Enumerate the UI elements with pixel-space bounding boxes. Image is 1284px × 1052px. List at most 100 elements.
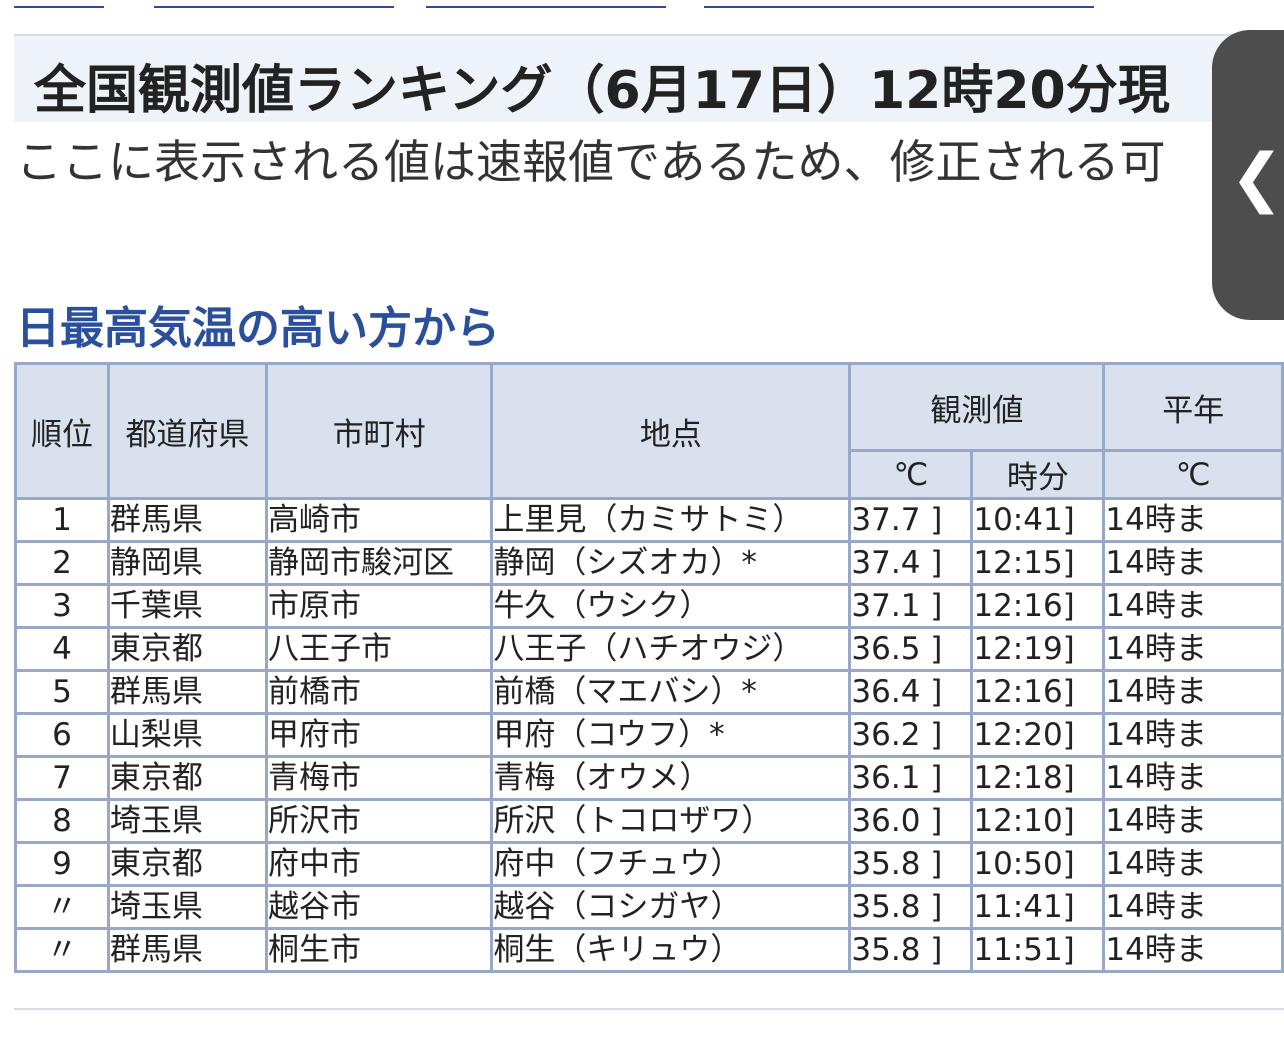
normal-cell: 14時ま bbox=[1102, 755, 1284, 801]
time-cell: 11:41] bbox=[970, 884, 1106, 930]
breadcrumb-link[interactable] bbox=[426, 0, 666, 8]
table-row: 8 埼玉県 所沢市 所沢（トコロザワ） 36.0 ] 12:10] 14時ま bbox=[14, 798, 1284, 844]
prefecture-cell: 埼玉県 bbox=[106, 884, 268, 930]
time-cell: 12:10] bbox=[970, 798, 1106, 844]
rank-cell: 5 bbox=[14, 669, 110, 715]
prefecture-cell: 群馬県 bbox=[106, 669, 268, 715]
normal-cell: 14時ま bbox=[1102, 669, 1284, 715]
time-cell: 10:50] bbox=[970, 841, 1106, 887]
prefecture-cell: 千葉県 bbox=[106, 583, 268, 629]
breadcrumb bbox=[14, 0, 1274, 8]
temperature-cell: 37.1 ] bbox=[848, 583, 974, 629]
breadcrumb-link[interactable] bbox=[704, 0, 1094, 8]
header-normal: 平年 bbox=[1102, 362, 1284, 452]
table-row: 1 群馬県 高崎市 上里見（カミサトミ） 37.7 ] 10:41] 14時ま bbox=[14, 497, 1284, 543]
point-cell: 牛久（ウシク） bbox=[490, 583, 852, 629]
temperature-cell: 35.8 ] bbox=[848, 841, 974, 887]
temperature-cell: 36.0 ] bbox=[848, 798, 974, 844]
point-cell: 越谷（コシガヤ） bbox=[490, 884, 852, 930]
ranking-table: 順位 都道府県 市町村 地点 観測値 平年 ℃ 時分 ℃ 1 群馬県 高崎市 上里見（… bbox=[14, 362, 1284, 973]
table-row: 3 千葉県 市原市 牛久（ウシク） 37.1 ] 12:16] 14時ま bbox=[14, 583, 1284, 629]
temperature-cell: 37.7 ] bbox=[848, 497, 974, 543]
time-cell: 12:16] bbox=[970, 669, 1106, 715]
prefecture-cell: 東京都 bbox=[106, 841, 268, 887]
point-cell: 青梅（オウメ） bbox=[490, 755, 852, 801]
temperature-cell: 36.2 ] bbox=[848, 712, 974, 758]
city-cell: 市原市 bbox=[264, 583, 494, 629]
city-cell: 府中市 bbox=[264, 841, 494, 887]
time-cell: 12:20] bbox=[970, 712, 1106, 758]
temperature-cell: 35.8 ] bbox=[848, 884, 974, 930]
rank-cell: 〃 bbox=[14, 927, 110, 973]
rank-cell: 9 bbox=[14, 841, 110, 887]
normal-cell: 14時ま bbox=[1102, 841, 1284, 887]
table-row: 5 群馬県 前橋市 前橋（マエバシ）* 36.4 ] 12:16] 14時ま bbox=[14, 669, 1284, 715]
header-unit-celsius: ℃ bbox=[848, 449, 974, 500]
header-unit-time: 時分 bbox=[970, 449, 1106, 500]
city-cell: 桐生市 bbox=[264, 927, 494, 973]
header-rank: 順位 bbox=[14, 362, 110, 500]
rank-cell: 4 bbox=[14, 626, 110, 672]
point-cell: 静岡（シズオカ）* bbox=[490, 540, 852, 586]
point-cell: 府中（フチュウ） bbox=[490, 841, 852, 887]
time-cell: 11:51] bbox=[970, 927, 1106, 973]
table-row: 〃群馬県 桐生市 桐生（キリュウ） 35.8 ] 11:51] 14時ま bbox=[14, 927, 1284, 973]
prefecture-cell: 埼玉県 bbox=[106, 798, 268, 844]
prefecture-cell: 東京都 bbox=[106, 755, 268, 801]
city-cell: 静岡市駿河区 bbox=[264, 540, 494, 586]
point-cell: 八王子（ハチオウジ） bbox=[490, 626, 852, 672]
table-row: 9 東京都 府中市 府中（フチュウ） 35.8 ] 10:50] 14時ま bbox=[14, 841, 1284, 887]
rank-cell: 7 bbox=[14, 755, 110, 801]
table-row: 7 東京都 青梅市 青梅（オウメ） 36.1 ] 12:18] 14時ま bbox=[14, 755, 1284, 801]
prefecture-cell: 東京都 bbox=[106, 626, 268, 672]
ranking-table-container: 順位 都道府県 市町村 地点 観測値 平年 ℃ 時分 ℃ 1 群馬県 高崎市 上里見（… bbox=[14, 362, 1284, 1012]
table-row: 2 静岡県 静岡市駿河区 静岡（シズオカ）* 37.4 ] 12:15] 14時ま bbox=[14, 540, 1284, 586]
city-cell: 八王子市 bbox=[264, 626, 494, 672]
breadcrumb-link[interactable] bbox=[14, 0, 104, 8]
time-cell: 12:16] bbox=[970, 583, 1106, 629]
rank-cell: 2 bbox=[14, 540, 110, 586]
city-cell: 青梅市 bbox=[264, 755, 494, 801]
notice-text: ここに表示される値は速報値であるため、修正される可 bbox=[16, 135, 1166, 189]
header-city: 市町村 bbox=[264, 362, 494, 500]
temperature-cell: 36.4 ] bbox=[848, 669, 974, 715]
temperature-cell: 37.4 ] bbox=[848, 540, 974, 586]
city-cell: 前橋市 bbox=[264, 669, 494, 715]
breadcrumb-link[interactable] bbox=[154, 0, 394, 8]
table-row: 4 東京都 八王子市 八王子（ハチオウジ） 36.5 ] 12:19] 14時ま bbox=[14, 626, 1284, 672]
table-row: 6 山梨県 甲府市 甲府（コウフ）* 36.2 ] 12:20] 14時ま bbox=[14, 712, 1284, 758]
temperature-cell: 36.1 ] bbox=[848, 755, 974, 801]
normal-cell: 14時ま bbox=[1102, 884, 1284, 930]
table-row: 〃埼玉県 越谷市 越谷（コシガヤ） 35.8 ] 11:41] 14時ま bbox=[14, 884, 1284, 930]
normal-cell: 14時ま bbox=[1102, 927, 1284, 973]
temperature-cell: 36.5 ] bbox=[848, 626, 974, 672]
city-cell: 所沢市 bbox=[264, 798, 494, 844]
rank-cell: 3 bbox=[14, 583, 110, 629]
prefecture-cell: 山梨県 bbox=[106, 712, 268, 758]
divider bbox=[14, 1008, 1284, 1010]
temperature-cell: 35.8 ] bbox=[848, 927, 974, 973]
header-observed: 観測値 bbox=[848, 362, 1106, 452]
normal-cell: 14時ま bbox=[1102, 583, 1284, 629]
point-cell: 前橋（マエバシ）* bbox=[490, 669, 852, 715]
point-cell: 桐生（キリュウ） bbox=[490, 927, 852, 973]
city-cell: 越谷市 bbox=[264, 884, 494, 930]
rank-cell: 〃 bbox=[14, 884, 110, 930]
normal-cell: 14時ま bbox=[1102, 626, 1284, 672]
point-cell: 上里見（カミサトミ） bbox=[490, 497, 852, 543]
side-panel-toggle[interactable]: ❮ bbox=[1212, 30, 1284, 320]
normal-cell: 14時ま bbox=[1102, 497, 1284, 543]
prefecture-cell: 静岡県 bbox=[106, 540, 268, 586]
header-unit-celsius-normal: ℃ bbox=[1102, 449, 1284, 500]
normal-cell: 14時ま bbox=[1102, 798, 1284, 844]
time-cell: 12:19] bbox=[970, 626, 1106, 672]
city-cell: 甲府市 bbox=[264, 712, 494, 758]
prefecture-cell: 群馬県 bbox=[106, 497, 268, 543]
point-cell: 甲府（コウフ）* bbox=[490, 712, 852, 758]
section-title: 日最高気温の高い方から bbox=[16, 303, 500, 354]
time-cell: 12:15] bbox=[970, 540, 1106, 586]
ranking-table-body: 1 群馬県 高崎市 上里見（カミサトミ） 37.7 ] 10:41] 14時ま 2 静岡県 静岡市… bbox=[14, 497, 1284, 973]
rank-cell: 1 bbox=[14, 497, 110, 543]
time-cell: 12:18] bbox=[970, 755, 1106, 801]
header-point: 地点 bbox=[490, 362, 852, 500]
